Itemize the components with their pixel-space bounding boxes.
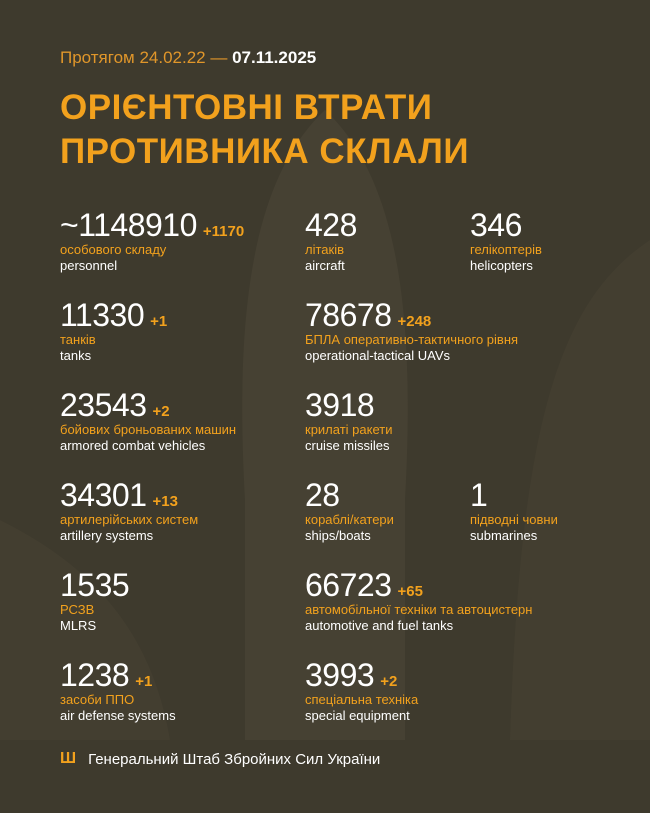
stat-label-ua: артилерійських систем [60, 512, 199, 527]
stat-increase: +2 [380, 673, 398, 690]
stat-number-row: 1238 +1 [60, 658, 176, 692]
stat-label-en: tanks [60, 348, 92, 363]
stat-number-row: 34301 +13 [60, 478, 198, 512]
stat-number-row: 23543 +2 [60, 388, 236, 422]
stat-item: 1 підводні човни submarines [470, 478, 558, 544]
stat-value: 78678 [305, 297, 392, 333]
stat-item: 78678 +248 БПЛА оперативно-тактичного рівн… [305, 298, 518, 364]
stat-label-en: armored combat vehicles [60, 438, 206, 453]
stat-number-row: 28 [305, 478, 394, 512]
period-subtitle: Протягом 24.02.22 — 07.11.2025 [60, 48, 316, 68]
title-line-2: ПРОТИВНИКА СКЛАЛИ [60, 132, 469, 171]
stat-value: ~1148910 [60, 207, 197, 243]
stat-label-en: air defense systems [60, 708, 176, 723]
stat-item: 346 гелікоптерів helicopters [470, 208, 542, 274]
stat-label-ua: бойових броньованих машин [60, 422, 237, 437]
stat-number-row: 346 [470, 208, 542, 242]
stat-item: 34301 +13 артилерійських систем artillery s… [60, 478, 198, 544]
stat-value: 11330 [60, 297, 145, 333]
stat-number-row: 1535 [60, 568, 135, 602]
stat-label-en: special equipment [305, 708, 410, 723]
stat-number-row: 3918 [305, 388, 392, 422]
stat-label-ua: гелікоптерів [470, 242, 542, 257]
stat-number-row: ~1148910 +1170 [60, 208, 244, 242]
stat-value: 34301 [60, 477, 147, 513]
stat-label-ua: танків [60, 332, 96, 347]
stat-item: 66723 +65 автомобільної техніки та автоцис… [305, 568, 532, 634]
stat-increase: +1 [135, 673, 153, 690]
stat-increase: +65 [397, 583, 423, 600]
stat-value: 1535 [60, 567, 130, 603]
stat-label-en: helicopters [470, 258, 533, 273]
stat-label-ua: спеціальна техніка [305, 692, 419, 707]
stat-label-en: aircraft [305, 258, 345, 273]
stat-label-en: artillery systems [60, 528, 154, 543]
stat-label-en: automotive and fuel tanks [305, 618, 454, 633]
stat-label-ua: крилаті ракети [305, 422, 393, 437]
stat-number-row: 1 [470, 478, 558, 512]
stat-item: 428 літаків aircraft [305, 208, 363, 274]
stat-label-en: MLRS [60, 618, 97, 633]
stat-label-ua: автомобільної техніки та автоцистерн [305, 602, 533, 617]
stat-label-ua: особового складу [60, 242, 167, 257]
page-title: ОРІЄНТОВНІ ВТРАТИ ПРОТИВНИКА СКЛАЛИ [60, 86, 469, 174]
footer: Ш Генеральний Штаб Збройних Сил України [60, 750, 380, 768]
period-end: 07.11.2025 [232, 48, 317, 67]
stat-label-en: operational-tactical UAVs [305, 348, 450, 363]
stat-number-row: 11330 +1 [60, 298, 167, 332]
stat-label-ua: РСЗВ [60, 602, 95, 617]
stat-value: 3993 [305, 657, 375, 693]
stat-value: 428 [305, 207, 357, 243]
stat-value: 23543 [60, 387, 147, 423]
stat-label-ua: кораблі/катери [305, 512, 394, 527]
stat-item: 1535 РСЗВ MLRS [60, 568, 135, 634]
footer-text: Генеральний Штаб Збройних Сил України [88, 750, 381, 768]
stat-label-ua: підводні човни [470, 512, 558, 527]
stat-value: 1238 [60, 657, 130, 693]
stat-label-en: cruise missiles [305, 438, 390, 453]
stat-label-en: submarines [470, 528, 538, 543]
stat-item: ~1148910 +1170 особового складу personnel [60, 208, 244, 274]
stat-value: 66723 [305, 567, 392, 603]
stat-number-row: 78678 +248 [305, 298, 518, 332]
stat-item: 28 кораблі/катери ships/boats [305, 478, 394, 544]
stat-increase: +13 [152, 493, 178, 510]
stat-increase: +248 [397, 313, 432, 330]
stat-increase: +1 [150, 313, 168, 330]
stat-increase: +1170 [202, 223, 245, 240]
stat-item: 1238 +1 засоби ППО air defense systems [60, 658, 176, 724]
stat-label-en: ships/boats [305, 528, 371, 543]
stat-item: 11330 +1 танків tanks [60, 298, 167, 364]
period-start: Протягом 24.02.22 — [60, 48, 228, 67]
stat-value: 3918 [305, 387, 375, 423]
stat-value: 1 [470, 477, 488, 513]
stat-value: 346 [470, 207, 522, 243]
stat-label-ua: літаків [305, 242, 344, 257]
stat-value: 28 [305, 477, 340, 513]
stat-label-en: personnel [60, 258, 118, 273]
title-line-1: ОРІЄНТОВНІ ВТРАТИ [60, 88, 433, 127]
tryzub-icon: Ш [60, 750, 77, 767]
stat-number-row: 66723 +65 [305, 568, 532, 602]
stat-number-row: 3993 +2 [305, 658, 418, 692]
stat-item: 23543 +2 бойових броньованих машин armored … [60, 388, 236, 454]
stat-label-ua: БПЛА оперативно-тактичного рівня [305, 332, 519, 347]
stat-number-row: 428 [305, 208, 363, 242]
stat-item: 3993 +2 спеціальна техніка special equipmen… [305, 658, 418, 724]
stat-item: 3918 крилаті ракети cruise missiles [305, 388, 392, 454]
stat-increase: +2 [152, 403, 170, 420]
stat-label-ua: засоби ППО [60, 692, 135, 707]
